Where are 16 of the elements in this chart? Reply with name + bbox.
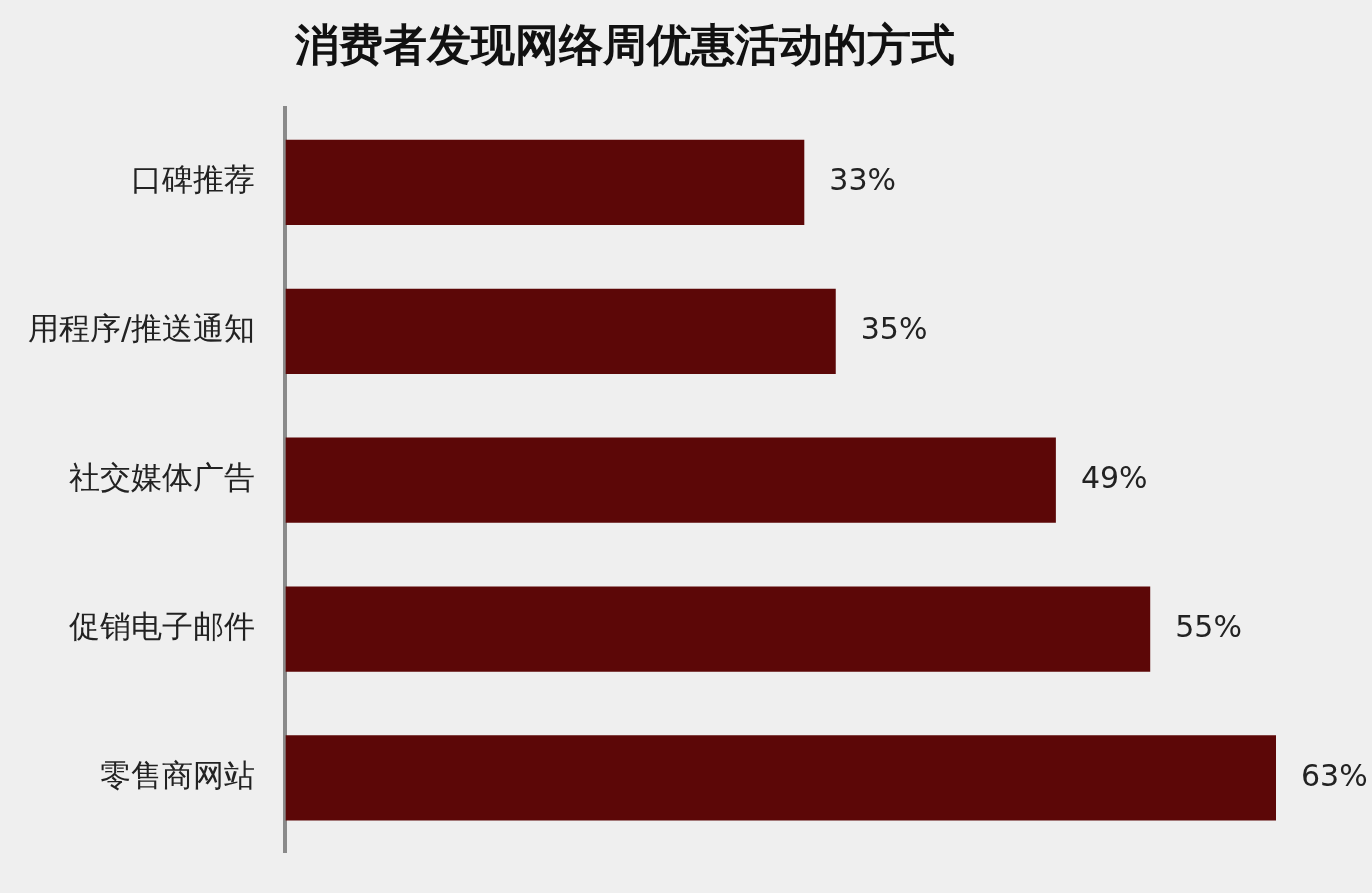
data-label: 33%: [829, 162, 896, 198]
bar: [285, 437, 1056, 523]
data-label: 55%: [1175, 608, 1242, 644]
y-tick-label: 零售商网站: [100, 757, 256, 794]
data-label: 63%: [1301, 757, 1368, 793]
bar: [285, 288, 836, 374]
chart-title: 消费者发现网络周优惠活动的方式: [295, 18, 955, 72]
data-label: 49%: [1080, 460, 1148, 495]
data-label: 35%: [860, 311, 928, 347]
y-tick-label: 促销电子邮件: [69, 608, 256, 645]
y-tick-label: 口碑推荐: [131, 161, 256, 198]
y-tick-label: 用程序/推送通知: [27, 310, 256, 347]
y-tick-label: 社交媒体广告: [69, 459, 256, 496]
bar: [285, 735, 1276, 821]
bar: [285, 586, 1151, 672]
bar: [285, 139, 805, 226]
